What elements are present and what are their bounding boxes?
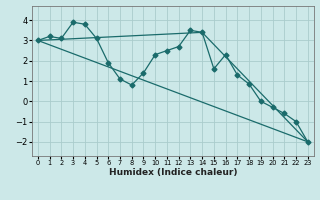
X-axis label: Humidex (Indice chaleur): Humidex (Indice chaleur) (108, 168, 237, 177)
